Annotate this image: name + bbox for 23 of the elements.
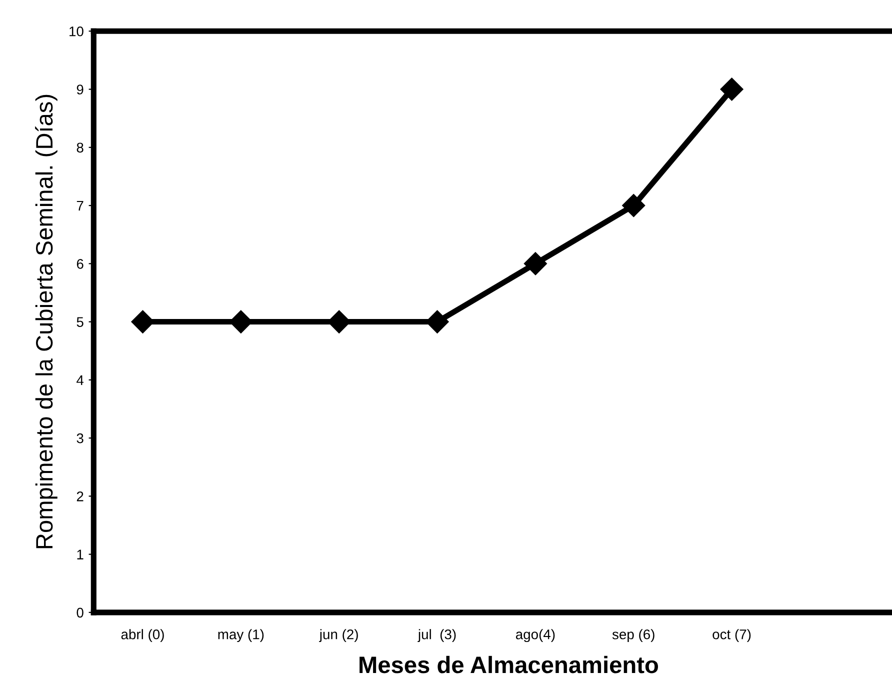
- y-tick-label: 5: [76, 317, 84, 327]
- y-tick-label: 4: [76, 375, 84, 385]
- x-tick-label: sep (6): [612, 629, 654, 642]
- point: [720, 78, 744, 101]
- x-tick-label: oct (7): [712, 629, 751, 642]
- point: [622, 194, 646, 218]
- y-axis-title: Rompimento de la Cubierta Seminal. (Días): [35, 94, 58, 548]
- y-tick-label: 1: [77, 550, 84, 560]
- y-tick-label: 8: [76, 142, 84, 153]
- y-tick-label: 7: [76, 201, 84, 211]
- x-tick-label: ago(4): [516, 629, 555, 642]
- x-tick-label: jun (2): [319, 629, 358, 642]
- y-tick-label: 6: [76, 258, 84, 269]
- y-tick-label: 10: [70, 26, 84, 36]
- x-tick-label: jul (3): [418, 629, 456, 642]
- x-tick-label: abrl (0): [121, 629, 164, 642]
- x-axis-title: Meses de Almacenamiento: [360, 656, 658, 674]
- y-tick-label: 9: [76, 84, 84, 94]
- y-tick-label: 0: [76, 608, 84, 618]
- y-tick-label: 3: [76, 433, 84, 444]
- point: [524, 252, 547, 276]
- x-tick-label: may (1): [218, 629, 264, 642]
- y-tick-label: 2: [76, 492, 84, 502]
